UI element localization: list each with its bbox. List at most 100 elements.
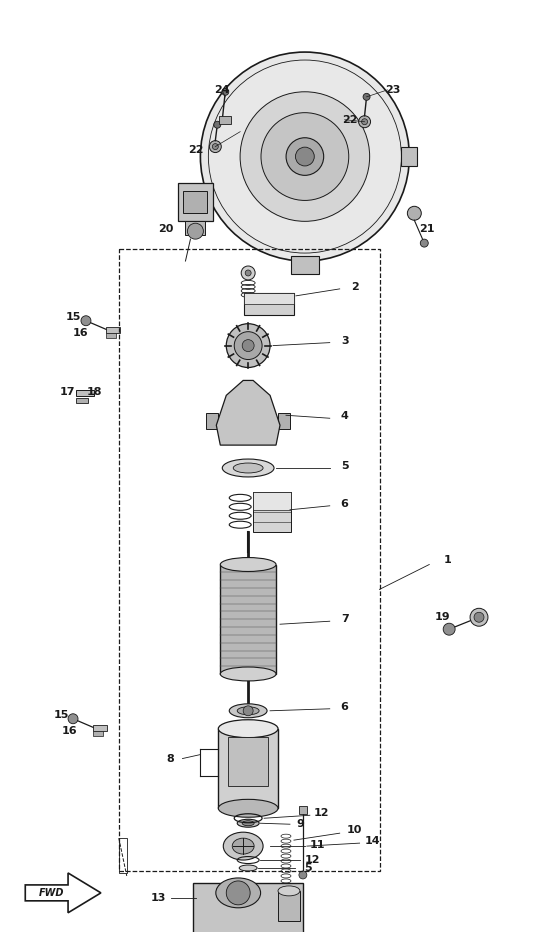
Text: 1: 1 xyxy=(444,555,451,564)
Circle shape xyxy=(81,316,91,326)
Bar xyxy=(119,838,127,873)
Text: 4: 4 xyxy=(340,411,349,421)
Bar xyxy=(106,333,116,338)
Text: 12: 12 xyxy=(314,808,329,818)
Text: FWD: FWD xyxy=(39,888,64,898)
Circle shape xyxy=(209,141,221,152)
Bar xyxy=(278,891,300,921)
Bar xyxy=(106,327,120,333)
Circle shape xyxy=(245,270,251,276)
Bar xyxy=(228,737,268,786)
Circle shape xyxy=(226,881,250,905)
Circle shape xyxy=(407,206,421,220)
Circle shape xyxy=(241,266,255,280)
Ellipse shape xyxy=(233,463,263,473)
Bar xyxy=(402,147,417,166)
Bar xyxy=(76,390,94,396)
Circle shape xyxy=(226,324,270,367)
Ellipse shape xyxy=(232,838,254,854)
Circle shape xyxy=(188,223,203,239)
Circle shape xyxy=(443,623,455,635)
Circle shape xyxy=(200,52,409,261)
Text: 20: 20 xyxy=(158,224,173,234)
Ellipse shape xyxy=(220,558,276,572)
Bar xyxy=(218,729,278,808)
Bar xyxy=(119,249,380,871)
Text: 16: 16 xyxy=(73,328,89,338)
Text: 10: 10 xyxy=(347,826,362,835)
Text: 3: 3 xyxy=(341,335,348,346)
Ellipse shape xyxy=(242,821,254,826)
Bar xyxy=(299,806,307,814)
Text: 2: 2 xyxy=(351,282,358,292)
Ellipse shape xyxy=(239,865,257,871)
Text: 13: 13 xyxy=(151,893,166,903)
Polygon shape xyxy=(216,380,280,446)
Bar xyxy=(93,725,107,730)
Circle shape xyxy=(474,613,484,622)
Text: 5: 5 xyxy=(341,461,348,471)
Text: 15: 15 xyxy=(53,710,69,720)
Text: 22: 22 xyxy=(188,145,203,155)
Circle shape xyxy=(240,412,256,428)
Text: 18: 18 xyxy=(87,388,102,397)
Circle shape xyxy=(234,332,262,360)
Text: 12: 12 xyxy=(305,855,320,865)
Text: 17: 17 xyxy=(59,388,75,397)
Circle shape xyxy=(212,144,218,149)
Circle shape xyxy=(470,608,488,626)
Text: 19: 19 xyxy=(435,613,450,622)
Circle shape xyxy=(243,706,253,715)
Text: 7: 7 xyxy=(341,615,348,624)
Bar xyxy=(184,191,207,213)
Circle shape xyxy=(242,340,254,351)
Bar xyxy=(220,116,231,123)
Ellipse shape xyxy=(218,800,278,817)
Ellipse shape xyxy=(278,886,300,896)
Circle shape xyxy=(358,116,371,128)
Circle shape xyxy=(261,113,349,201)
Ellipse shape xyxy=(229,704,267,717)
Text: 23: 23 xyxy=(385,85,400,95)
Bar xyxy=(278,413,290,430)
Circle shape xyxy=(286,137,324,176)
Bar xyxy=(207,413,218,430)
Circle shape xyxy=(68,714,78,724)
Ellipse shape xyxy=(220,667,276,681)
Text: 21: 21 xyxy=(419,224,435,234)
Text: 16: 16 xyxy=(61,726,77,736)
Text: 15: 15 xyxy=(66,312,81,321)
Text: 22: 22 xyxy=(342,115,357,125)
Polygon shape xyxy=(25,873,101,913)
Circle shape xyxy=(214,121,221,128)
Text: 5: 5 xyxy=(304,863,312,873)
Bar xyxy=(244,293,294,315)
Bar xyxy=(253,492,291,531)
Ellipse shape xyxy=(222,459,274,477)
Circle shape xyxy=(363,93,370,100)
Text: 9: 9 xyxy=(296,819,304,829)
Text: 24: 24 xyxy=(214,85,230,95)
Bar xyxy=(185,221,206,235)
Text: 8: 8 xyxy=(167,754,174,764)
Bar xyxy=(253,492,291,510)
Text: 14: 14 xyxy=(365,836,380,846)
Circle shape xyxy=(233,405,263,435)
Circle shape xyxy=(222,89,228,95)
Bar xyxy=(193,883,303,934)
Circle shape xyxy=(240,92,370,221)
Bar xyxy=(76,398,88,403)
Bar xyxy=(93,730,103,736)
Bar xyxy=(178,183,213,221)
Circle shape xyxy=(421,239,428,248)
Ellipse shape xyxy=(216,878,260,908)
Circle shape xyxy=(299,871,307,879)
Bar xyxy=(244,293,294,304)
Ellipse shape xyxy=(237,819,259,828)
Bar xyxy=(291,256,319,274)
Bar xyxy=(220,564,276,674)
Ellipse shape xyxy=(237,707,259,715)
Ellipse shape xyxy=(218,720,278,738)
Circle shape xyxy=(362,119,367,125)
Text: 6: 6 xyxy=(340,499,349,509)
